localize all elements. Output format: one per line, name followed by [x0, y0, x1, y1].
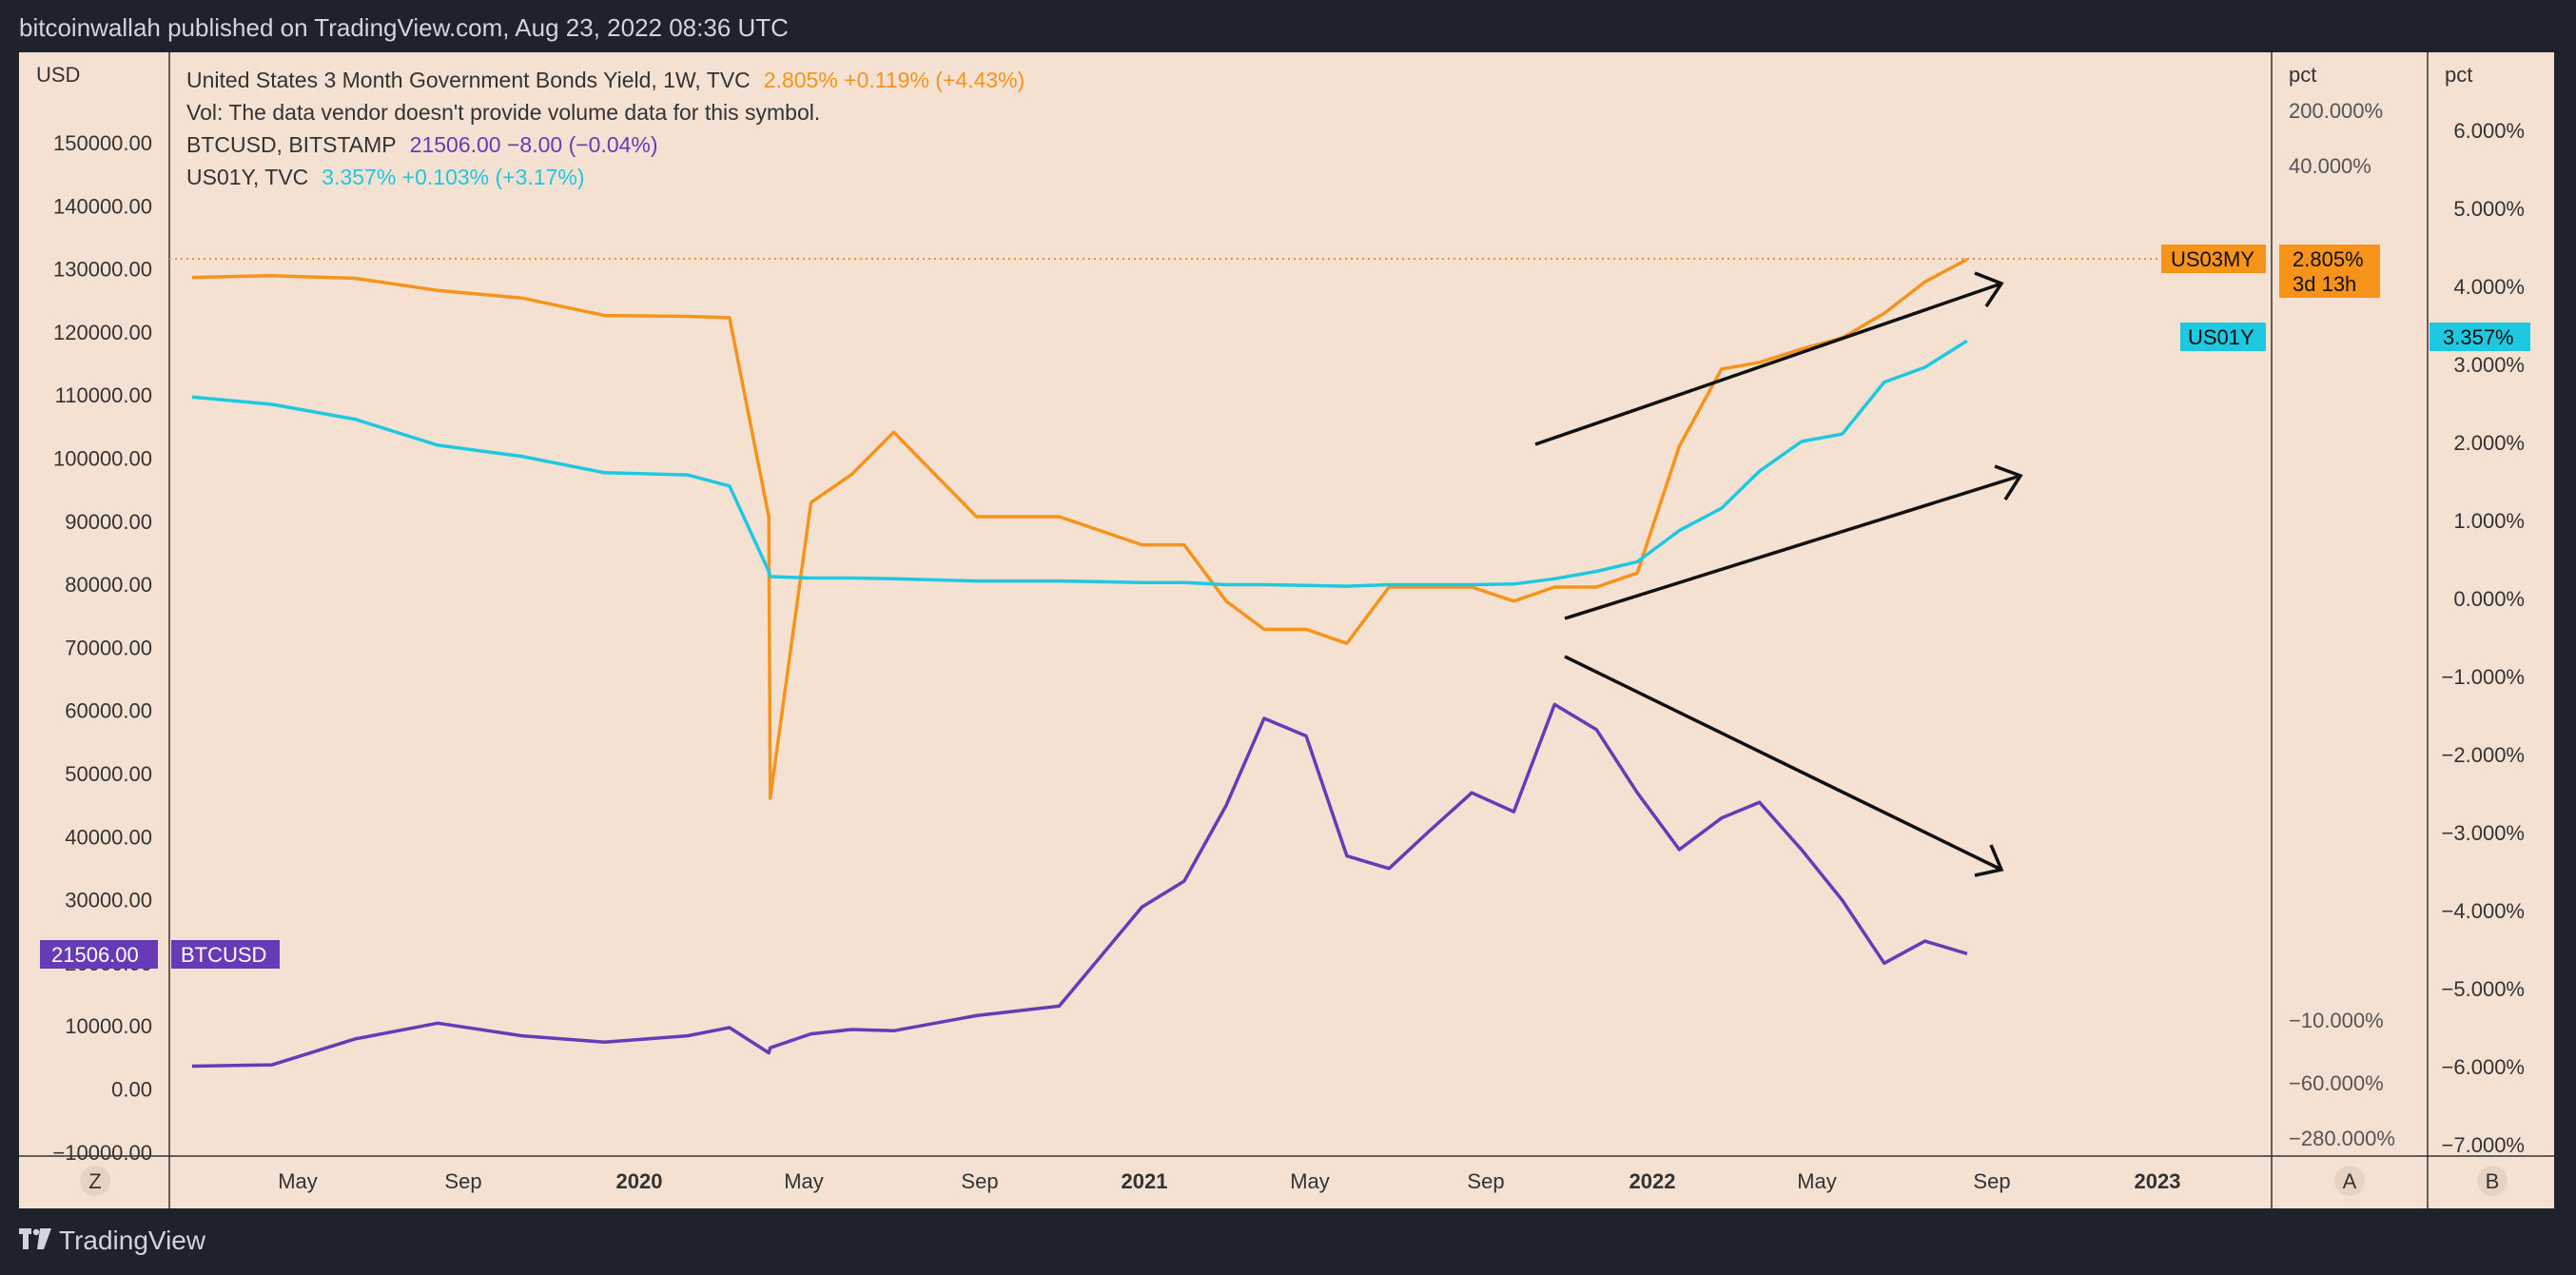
scale-b-tick-label: −6.000%	[2442, 1055, 2525, 1079]
legend: United States 3 Month Government Bonds Y…	[186, 68, 1025, 189]
scale-b-unit: pct	[2445, 63, 2472, 87]
left-axis-tick-label: 50000.00	[65, 762, 152, 786]
btc-value-box	[40, 940, 158, 969]
left-axis-tick-label: 60000.00	[65, 699, 152, 723]
tradingview-logo[interactable]: TradingView	[19, 1226, 205, 1256]
us03my-value-box	[2279, 245, 2380, 298]
time-axis-tick-label: May	[784, 1169, 824, 1193]
time-axis-tick-label: 2023	[2135, 1169, 2181, 1193]
left-axis-tick-label: 30000.00	[65, 889, 152, 912]
scale-b-tick-label: 4.000%	[2453, 275, 2525, 299]
svg-text:United States 3 Month Governme: United States 3 Month Government Bonds Y…	[186, 68, 1025, 92]
left-axis-tick-label: 10000.00	[65, 1014, 152, 1038]
time-axis-tick-label: Sep	[1467, 1169, 1504, 1193]
time-axis-tick-label: Sep	[444, 1169, 481, 1193]
btc-tag-box	[171, 940, 280, 969]
left-axis-tick-label: −10000.00	[52, 1141, 152, 1165]
scale-a-tick-label: 40.000%	[2289, 154, 2371, 178]
left-axis-tick-label: 70000.00	[65, 636, 152, 659]
legend-btcusd-name: BTCUSD, BITSTAMP	[186, 132, 397, 157]
time-axis-tick-label: 2022	[1630, 1169, 1676, 1193]
trend-arrow-btcusd	[1564, 655, 2004, 877]
scale-a-tick-label: −60.000%	[2289, 1071, 2384, 1095]
scale-b-tick-label: −7.000%	[2442, 1133, 2525, 1157]
scale-a-unit: pct	[2289, 63, 2316, 87]
left-axis-tick-label: 100000.00	[53, 447, 152, 471]
tradingview-brand: TradingView	[59, 1226, 206, 1255]
left-axis-tick-label: 150000.00	[53, 131, 152, 155]
legend-btcusd-values: 21506.00 −8.00 (−0.04%)	[410, 132, 658, 157]
left-axis-tick-label: 40000.00	[65, 825, 152, 849]
scale-b-tick-label: 1.000%	[2453, 509, 2525, 533]
scale-button-b[interactable]: B	[2477, 1166, 2508, 1196]
scale-b-tick-label: 6.000%	[2453, 119, 2525, 143]
left-axis-unit: USD	[36, 63, 80, 87]
left-axis-tick-label: 90000.00	[65, 510, 152, 534]
svg-text:Z: Z	[88, 1169, 101, 1193]
us03my-series-line[interactable]	[191, 258, 1968, 800]
time-axis-tick-label: 2020	[616, 1169, 663, 1193]
scale-b-tick-label: −2.000%	[2442, 743, 2525, 767]
left-axis-tick-label: 0.00	[111, 1078, 152, 1102]
us03my-tag: US03MY	[2171, 247, 2254, 271]
legend-us01y-values: 3.357% +0.103% (+3.17%)	[322, 165, 584, 189]
us01y-series-line[interactable]	[191, 339, 1968, 588]
time-axis-tick-label: Sep	[961, 1169, 998, 1193]
left-axis-tick-label: 80000.00	[65, 573, 152, 597]
publish-info: bitcoinwallah published on TradingView.c…	[19, 13, 789, 42]
legend-volume-note: Vol: The data vendor doesn't provide vol…	[186, 100, 820, 125]
btcusd-series-line[interactable]	[191, 702, 1968, 1069]
scale-b-tick-label: 5.000%	[2453, 197, 2525, 221]
left-axis-tick-label: 140000.00	[53, 194, 152, 218]
scale-b-tick-label: 0.000%	[2453, 587, 2525, 611]
time-axis-tick-label: May	[1797, 1169, 1837, 1193]
scale-b-tick-label: 2.000%	[2453, 431, 2525, 455]
us03my-countdown: 3d 13h	[2293, 272, 2356, 296]
legend-us03my-name: United States 3 Month Government Bonds Y…	[186, 68, 751, 92]
us01y-value-box	[2430, 323, 2530, 351]
svg-text:A: A	[2343, 1169, 2357, 1193]
scale-b-tick-label: −4.000%	[2442, 899, 2525, 923]
left-axis-tick-label: 120000.00	[53, 321, 152, 344]
scale-a-tick-label: 200.000%	[2289, 99, 2383, 123]
trend-arrow-us01y	[1564, 464, 2023, 620]
left-axis-tick-label: 130000.00	[53, 258, 152, 282]
legend-us03my-values: 2.805% +0.119% (+4.43%)	[764, 68, 1025, 92]
scale-b-tick-label: −1.000%	[2442, 665, 2525, 689]
btc-tag: BTCUSD	[181, 943, 266, 967]
scale-a-tick-label: −280.000%	[2289, 1127, 2395, 1150]
time-axis-tick-label: May	[1290, 1169, 1330, 1193]
time-axis-tick-label: Sep	[1973, 1169, 2010, 1193]
scale-b-tick-label: 3.000%	[2453, 353, 2525, 377]
us03my-tag-box	[2161, 245, 2266, 273]
scale-button-a[interactable]: A	[2334, 1166, 2365, 1196]
trend-arrow-us03my	[1534, 271, 2004, 446]
scale-a-tick-label: −10.000%	[2289, 1009, 2384, 1032]
time-axis-tick-label: 2021	[1122, 1169, 1168, 1193]
scale-b-tick-label: −5.000%	[2442, 977, 2525, 1001]
us01y-tag: US01Y	[2188, 325, 2254, 349]
btc-value: 21506.00	[51, 943, 139, 967]
svg-text:B: B	[2486, 1169, 2500, 1193]
tradingview-logo-icon	[19, 1226, 51, 1256]
legend-us01y-name: US01Y, TVC	[186, 165, 308, 189]
left-axis-tick-label: 110000.00	[55, 383, 152, 407]
us03my-value: 2.805%	[2293, 247, 2364, 271]
us01y-value: 3.357%	[2443, 325, 2514, 349]
time-axis-tick-label: May	[278, 1169, 318, 1193]
scale-b-tick-label: −3.000%	[2442, 821, 2525, 845]
scale-button-z[interactable]: Z	[80, 1166, 110, 1196]
us01y-tag-box	[2180, 323, 2266, 351]
